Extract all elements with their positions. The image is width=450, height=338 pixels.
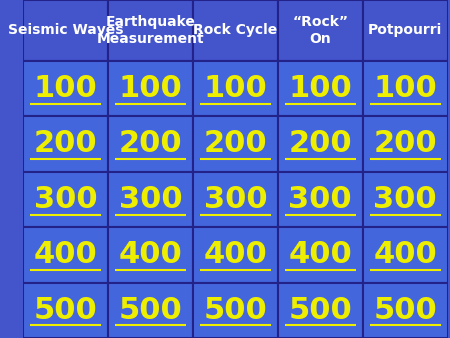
Bar: [278, 116, 363, 172]
Bar: [23, 0, 108, 61]
Bar: [108, 116, 193, 172]
Text: 400: 400: [118, 240, 182, 269]
Text: 400: 400: [203, 240, 267, 269]
Bar: [108, 227, 193, 283]
Text: 200: 200: [203, 129, 267, 159]
Text: 300: 300: [118, 185, 182, 214]
Bar: [363, 172, 448, 227]
Text: Rock Cycle: Rock Cycle: [193, 23, 278, 38]
Text: 500: 500: [33, 296, 97, 325]
Text: 300: 300: [34, 185, 97, 214]
Bar: [23, 116, 108, 172]
Text: 300: 300: [374, 185, 437, 214]
Text: “Rock”
On: “Rock” On: [292, 15, 348, 46]
Bar: [108, 283, 193, 338]
Text: 300: 300: [203, 185, 267, 214]
Text: 100: 100: [374, 74, 437, 103]
Bar: [193, 227, 278, 283]
Text: 100: 100: [288, 74, 352, 103]
Text: 500: 500: [374, 296, 437, 325]
Bar: [193, 0, 278, 61]
Bar: [108, 61, 193, 116]
Bar: [193, 61, 278, 116]
Bar: [23, 172, 108, 227]
Text: 100: 100: [118, 74, 182, 103]
Bar: [363, 116, 448, 172]
Text: 500: 500: [288, 296, 352, 325]
Text: 400: 400: [374, 240, 437, 269]
Bar: [278, 227, 363, 283]
Bar: [278, 283, 363, 338]
Bar: [193, 172, 278, 227]
Text: Potpourri: Potpourri: [368, 23, 442, 38]
Text: Seismic Waves: Seismic Waves: [8, 23, 123, 38]
Text: 200: 200: [34, 129, 97, 159]
Bar: [108, 0, 193, 61]
Bar: [278, 0, 363, 61]
Text: 400: 400: [288, 240, 352, 269]
Bar: [193, 283, 278, 338]
Bar: [278, 61, 363, 116]
Text: Earthquake
Measurement: Earthquake Measurement: [97, 15, 204, 46]
Bar: [193, 116, 278, 172]
Bar: [23, 283, 108, 338]
Text: 200: 200: [374, 129, 437, 159]
Bar: [363, 0, 448, 61]
Bar: [23, 227, 108, 283]
Bar: [23, 61, 108, 116]
Text: 500: 500: [118, 296, 182, 325]
Text: 100: 100: [203, 74, 267, 103]
Bar: [363, 283, 448, 338]
Text: 500: 500: [203, 296, 267, 325]
Bar: [363, 61, 448, 116]
Text: 200: 200: [288, 129, 352, 159]
Text: 100: 100: [33, 74, 97, 103]
Text: 300: 300: [288, 185, 352, 214]
Bar: [278, 172, 363, 227]
Bar: [363, 227, 448, 283]
Text: 200: 200: [118, 129, 182, 159]
Text: 400: 400: [33, 240, 97, 269]
Bar: [108, 172, 193, 227]
